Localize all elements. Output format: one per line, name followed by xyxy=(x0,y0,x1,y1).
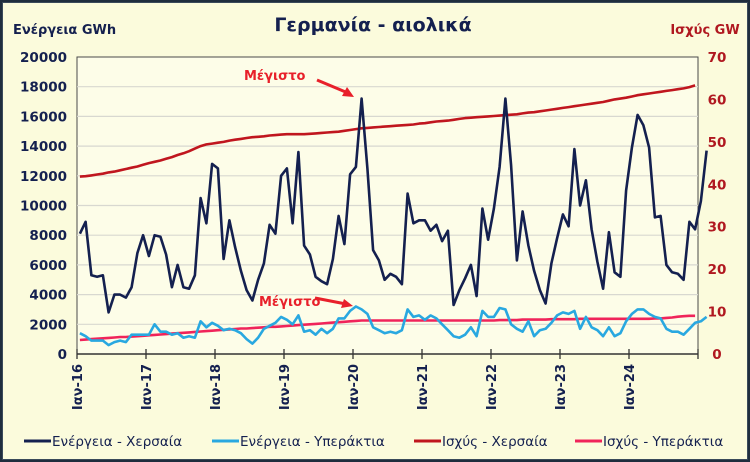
x-tick-label: Ιαν-18 xyxy=(209,364,224,410)
legend-item-onshore-energy[interactable]: Ενέργεια - Χερσαία xyxy=(24,434,182,450)
y-left-tick-label: 14000 xyxy=(20,139,67,155)
x-tick-label: Ιαν-16 xyxy=(71,364,86,410)
y-left-tick-label: 20000 xyxy=(20,50,67,66)
y-left-tick-label: 0 xyxy=(58,347,67,363)
y-right-tick-label: 20 xyxy=(708,262,727,278)
y-left-tick-label: 18000 xyxy=(20,80,67,96)
y-left-tick-label: 10000 xyxy=(20,199,67,215)
svg-text:Ισχύς - Υπεράκτια: Ισχύς - Υπεράκτια xyxy=(603,434,723,450)
arrow-line xyxy=(314,296,347,306)
x-tick-label: Ιαν-19 xyxy=(278,364,293,410)
y-right-tick-label: 60 xyxy=(708,92,727,108)
y-left-tick-label: 6000 xyxy=(29,258,67,274)
series-lines xyxy=(78,84,708,347)
series-line xyxy=(79,314,696,342)
y-right-tick-label: 30 xyxy=(708,220,727,236)
arrow-head-icon xyxy=(341,299,353,308)
annotation-max-onshore: Μέγιστο xyxy=(244,69,306,84)
legend-item-offshore-capacity[interactable]: Ισχύς - Υπεράκτια xyxy=(575,434,723,450)
y-left-tick-label: 8000 xyxy=(29,228,67,244)
y-right-tick-label: 10 xyxy=(708,305,727,321)
x-tick-label: Ιαν-22 xyxy=(485,364,500,410)
y-right-tick-label: 40 xyxy=(708,177,727,193)
series-line xyxy=(79,305,708,347)
arrow-line xyxy=(316,78,349,95)
legend: Ενέργεια - Χερσαία Ενέργεια - Υπεράκτια … xyxy=(24,434,723,450)
x-tick-label: Ιαν-20 xyxy=(347,364,362,410)
axes: 0 2000 4000 6000 8000 10000 12000 14000 16000 180… xyxy=(20,50,726,410)
y-right-tick-label: 0 xyxy=(712,347,721,363)
gridlines xyxy=(77,86,698,325)
y-left-tick-label: 12000 xyxy=(20,169,67,185)
annotations: Μέγιστο Μέγιστο xyxy=(244,69,354,310)
y-left-tick-label: 2000 xyxy=(29,317,67,333)
y-right-tick-label: 70 xyxy=(708,50,727,66)
svg-text:Ενέργεια - Υπεράκτια: Ενέργεια - Υπεράκτια xyxy=(240,434,385,450)
y-right-tick-label: 50 xyxy=(708,135,727,151)
legend-item-onshore-capacity[interactable]: Ισχύς - Χερσαία xyxy=(414,434,548,450)
chart-title: Γερμανία - αιολικά xyxy=(274,14,471,36)
svg-text:Ισχύς - Χερσαία: Ισχύς - Χερσαία xyxy=(442,434,548,450)
legend-item-offshore-energy[interactable]: Ενέργεια - Υπεράκτια xyxy=(212,434,385,450)
series-line xyxy=(79,84,696,178)
y-left-tick-label: 16000 xyxy=(20,109,67,125)
svg-text:Ενέργεια - Χερσαία: Ενέργεια - Χερσαία xyxy=(52,434,182,450)
wind-energy-chart: 0 2000 4000 6000 8000 10000 12000 14000 16000 180… xyxy=(13,14,740,450)
right-axis-label: Ισχύς GW xyxy=(670,23,739,38)
annotation-max-offshore: Μέγιστο xyxy=(259,295,321,310)
x-tick-label: Ιαν-24 xyxy=(623,364,638,410)
y-left-tick-label: 4000 xyxy=(29,288,67,304)
arrow-head-icon xyxy=(342,87,354,97)
series-line xyxy=(78,97,708,314)
x-tick-label: Ιαν-23 xyxy=(554,364,569,410)
left-axis-label: Ενέργεια GWh xyxy=(13,23,116,38)
x-tick-label: Ιαν-17 xyxy=(140,364,155,410)
x-tick-label: Ιαν-21 xyxy=(416,364,431,410)
